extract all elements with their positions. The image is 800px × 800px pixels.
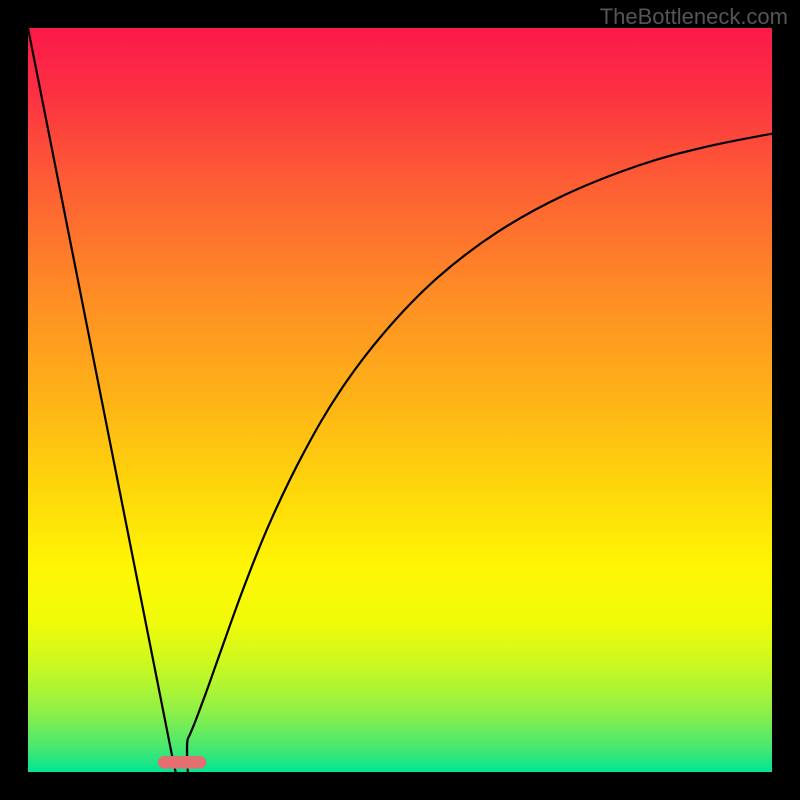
plot-background xyxy=(28,28,772,772)
plot-svg xyxy=(28,28,772,772)
watermark-text: TheBottleneck.com xyxy=(600,4,788,30)
plot-area xyxy=(28,28,772,772)
vertex-marker xyxy=(158,756,206,769)
